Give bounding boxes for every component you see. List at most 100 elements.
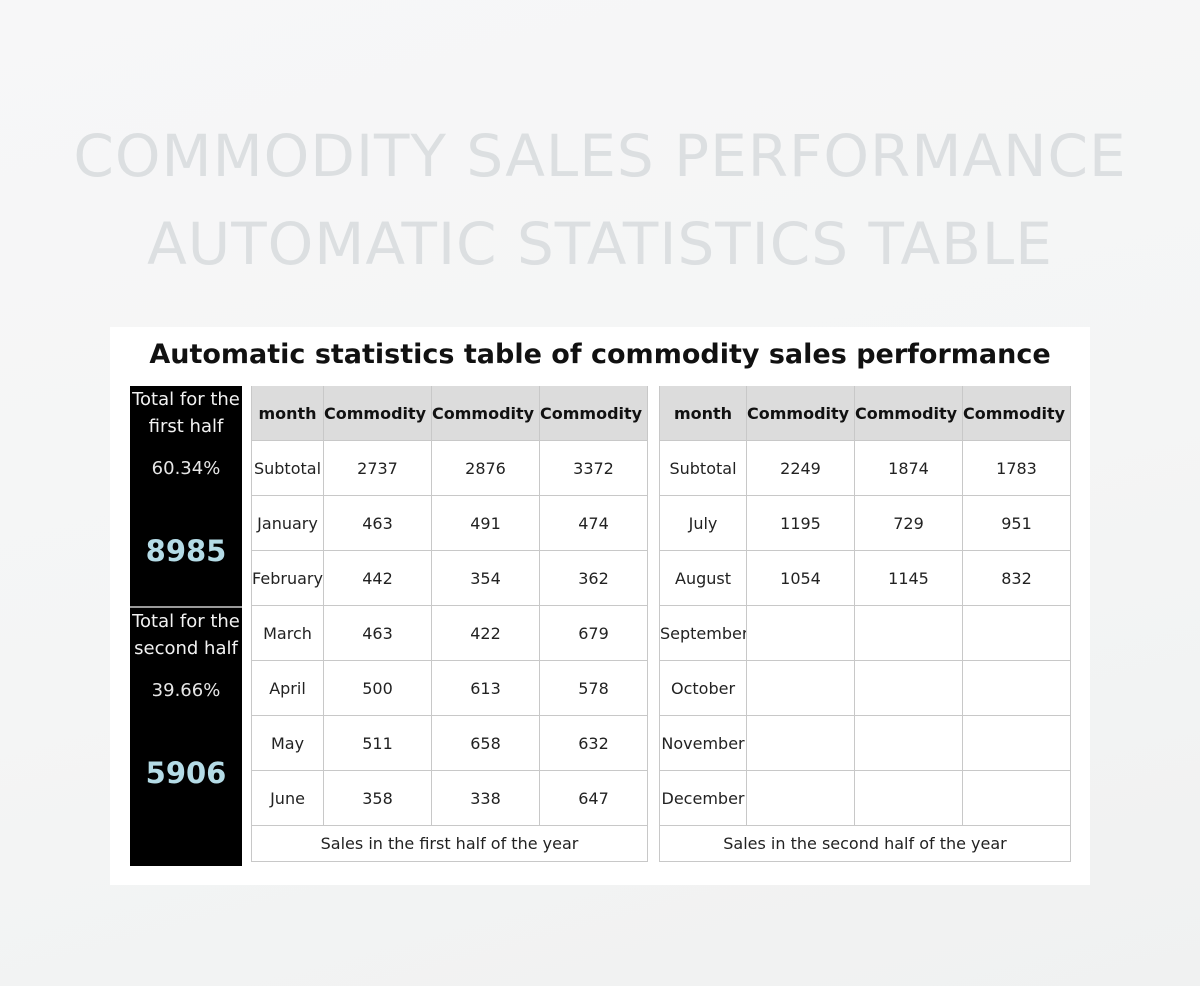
table-footer-row: Sales in the first half of the year — [251, 825, 648, 862]
second-half-table: month Commodity A Commodity B Commodity … — [659, 386, 1071, 862]
table-row: January 463 491 474 — [251, 495, 648, 551]
first-half-label-line-2: first half — [148, 416, 224, 437]
value-cell: 500 — [323, 660, 432, 716]
value-cell — [962, 770, 1071, 826]
card-title: Automatic statistics table of commodity … — [149, 339, 1051, 370]
value-cell — [854, 770, 963, 826]
value-cell: 647 — [539, 770, 648, 826]
month-cell: February — [251, 550, 324, 606]
first-half-total: 8985 — [145, 534, 227, 568]
value-cell: 729 — [854, 495, 963, 551]
value-cell: 474 — [539, 495, 648, 551]
value-cell — [962, 715, 1071, 771]
value-cell — [854, 660, 963, 716]
value-cell — [854, 715, 963, 771]
value-cell: 338 — [431, 770, 540, 826]
month-cell: March — [251, 605, 324, 661]
second-half-total: 5906 — [145, 756, 227, 790]
month-cell: Subtotal — [251, 440, 324, 496]
table-row: October — [659, 660, 1071, 716]
value-cell: 1145 — [854, 550, 963, 606]
table-caption: Sales in the second half of the year — [659, 825, 1071, 862]
value-cell — [746, 605, 855, 661]
column-header: month — [659, 386, 747, 441]
table-row: September — [659, 605, 1071, 661]
value-cell — [854, 605, 963, 661]
value-cell: 1874 — [854, 440, 963, 496]
month-cell: July — [659, 495, 747, 551]
table-row: June 358 338 647 — [251, 770, 648, 826]
month-cell: December — [659, 770, 747, 826]
summary-divider — [130, 606, 242, 608]
value-cell: 1195 — [746, 495, 855, 551]
value-cell: 3372 — [539, 440, 648, 496]
table-row: Subtotal 2249 1874 1783 — [659, 440, 1071, 496]
value-cell: 1054 — [746, 550, 855, 606]
table-row: February 442 354 362 — [251, 550, 648, 606]
value-cell: 658 — [431, 715, 540, 771]
column-header: Commodity C — [539, 386, 648, 441]
value-cell: 1783 — [962, 440, 1071, 496]
table-header-row: month Commodity A Commodity B Commodity … — [659, 386, 1071, 441]
second-half-percent: 39.66% — [151, 680, 221, 701]
value-cell — [746, 715, 855, 771]
month-cell: September — [659, 605, 747, 661]
value-cell: 358 — [323, 770, 432, 826]
column-header: Commodity B — [854, 386, 963, 441]
second-half-summary: Total for the second half 39.66% 5906 — [130, 608, 242, 866]
first-half-percent: 60.34% — [151, 458, 221, 479]
statistics-card: Automatic statistics table of commodity … — [110, 327, 1090, 885]
value-cell: 491 — [431, 495, 540, 551]
month-cell: June — [251, 770, 324, 826]
first-half-table: month Commodity A Commodity B Commodity … — [251, 386, 648, 862]
first-half-summary: Total for the first half 60.34% 8985 — [130, 386, 242, 606]
value-cell: 679 — [539, 605, 648, 661]
month-cell: August — [659, 550, 747, 606]
value-cell: 2876 — [431, 440, 540, 496]
table-footer-row: Sales in the second half of the year — [659, 825, 1071, 862]
table-row: December — [659, 770, 1071, 826]
value-cell: 442 — [323, 550, 432, 606]
value-cell — [962, 605, 1071, 661]
table-row: March 463 422 679 — [251, 605, 648, 661]
value-cell: 951 — [962, 495, 1071, 551]
table-caption: Sales in the first half of the year — [251, 825, 648, 862]
value-cell: 2737 — [323, 440, 432, 496]
table-row: April 500 613 578 — [251, 660, 648, 716]
value-cell: 362 — [539, 550, 648, 606]
hero-heading: COMMODITY SALES PERFORMANCE AUTOMATIC ST… — [0, 112, 1200, 288]
table-row: August 1054 1145 832 — [659, 550, 1071, 606]
month-cell: April — [251, 660, 324, 716]
month-cell: November — [659, 715, 747, 771]
value-cell: 511 — [323, 715, 432, 771]
column-header: month — [251, 386, 324, 441]
column-header: Commodity A — [746, 386, 855, 441]
value-cell — [746, 660, 855, 716]
value-cell: 354 — [431, 550, 540, 606]
value-cell: 463 — [323, 495, 432, 551]
value-cell: 2249 — [746, 440, 855, 496]
column-header: Commodity B — [431, 386, 540, 441]
hero-line-2: AUTOMATIC STATISTICS TABLE — [147, 210, 1053, 278]
table-row: Subtotal 2737 2876 3372 — [251, 440, 648, 496]
second-half-label-line-1: Total for the — [132, 611, 240, 632]
value-cell: 613 — [431, 660, 540, 716]
month-cell: May — [251, 715, 324, 771]
value-cell — [746, 770, 855, 826]
table-header-row: month Commodity A Commodity B Commodity … — [251, 386, 648, 441]
first-half-label-line-1: Total for the — [132, 389, 240, 410]
hero-line-1: COMMODITY SALES PERFORMANCE — [73, 122, 1127, 190]
value-cell: 832 — [962, 550, 1071, 606]
table-row: May 511 658 632 — [251, 715, 648, 771]
value-cell: 632 — [539, 715, 648, 771]
month-cell: October — [659, 660, 747, 716]
month-cell: Subtotal — [659, 440, 747, 496]
column-header: Commodity A — [323, 386, 432, 441]
value-cell: 578 — [539, 660, 648, 716]
column-header: Commodity C — [962, 386, 1071, 441]
month-cell: January — [251, 495, 324, 551]
second-half-label-line-2: second half — [134, 638, 238, 659]
value-cell — [962, 660, 1071, 716]
value-cell: 422 — [431, 605, 540, 661]
table-row: November — [659, 715, 1071, 771]
